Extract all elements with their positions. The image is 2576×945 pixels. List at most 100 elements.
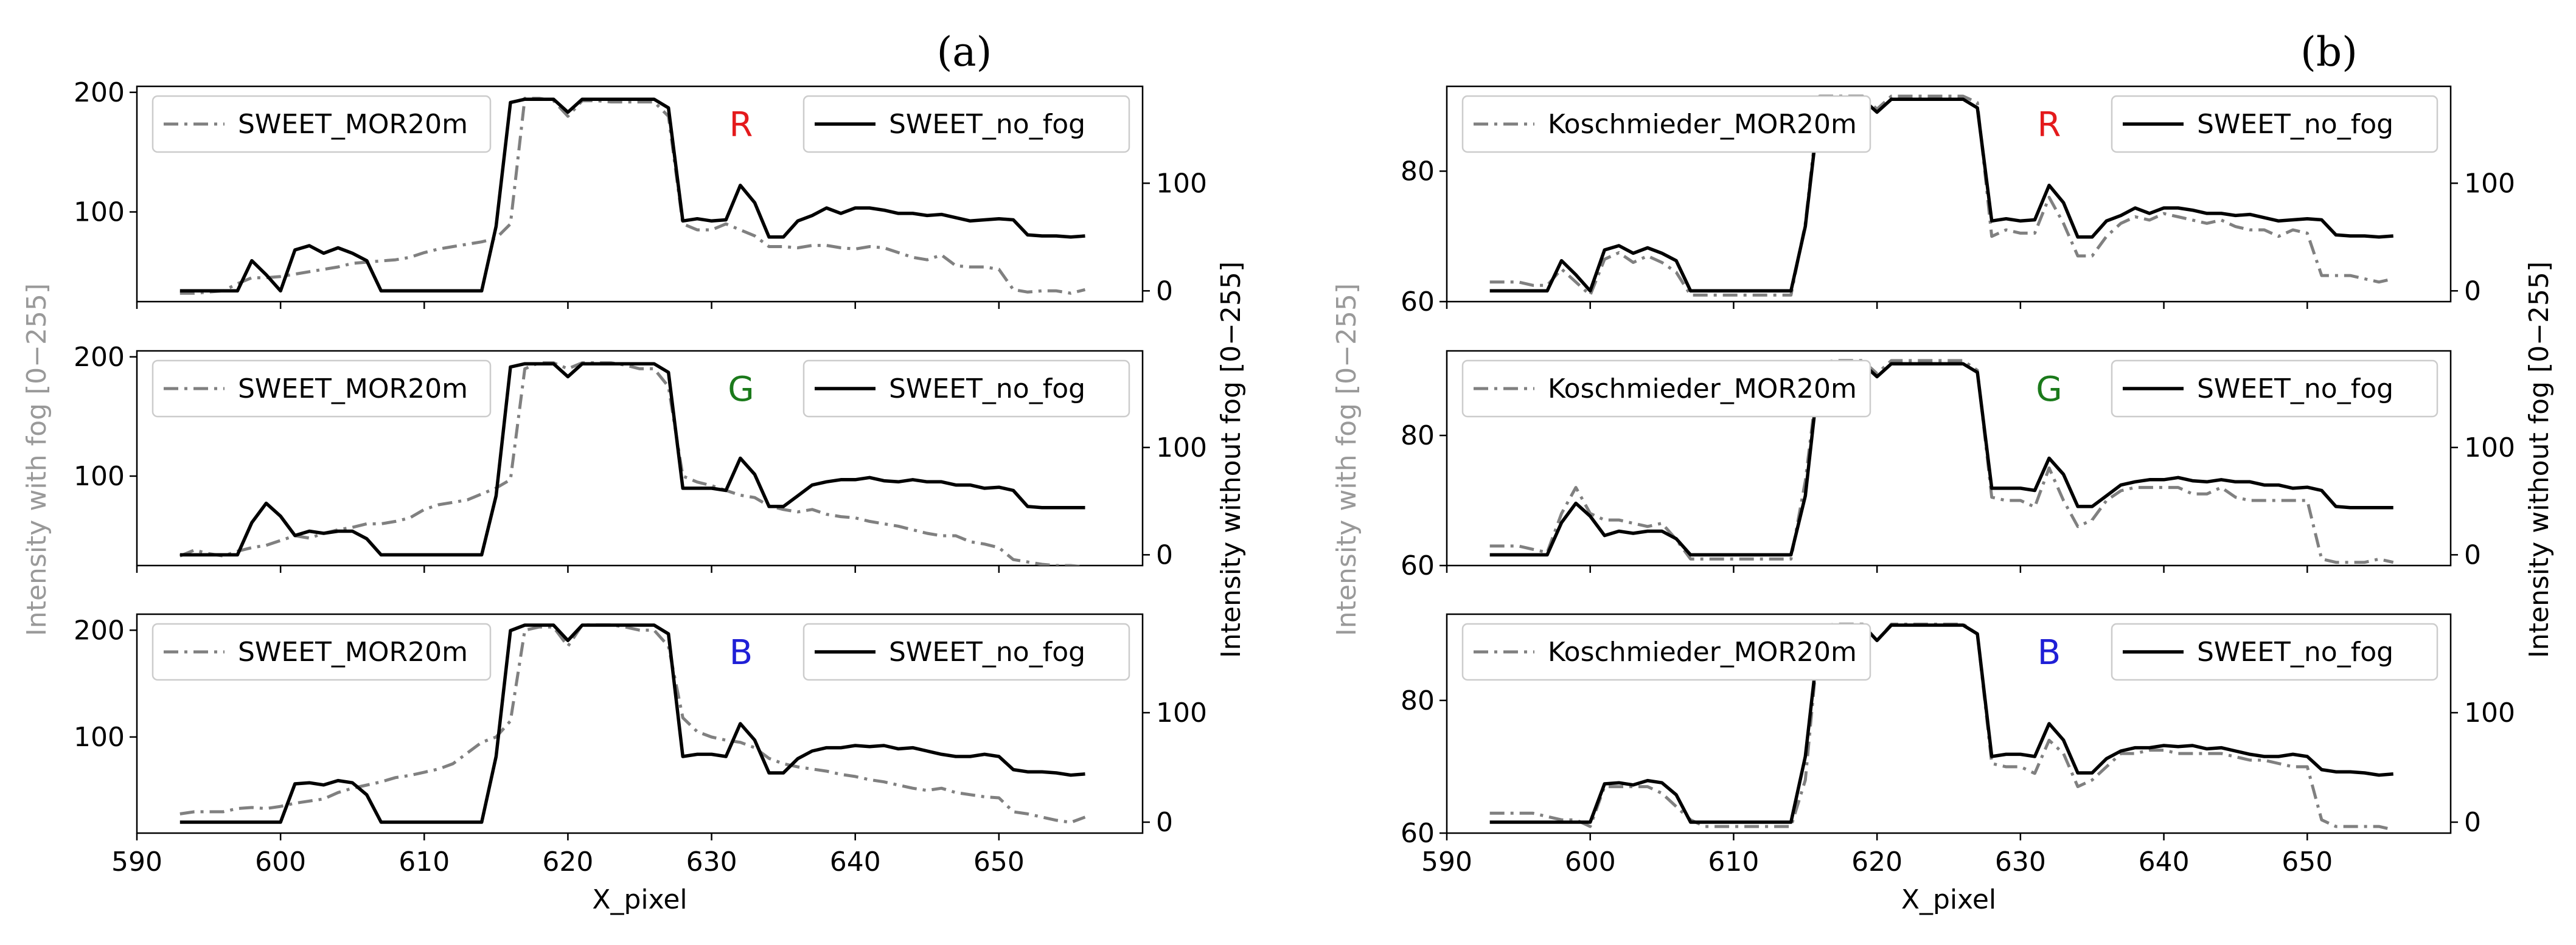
legend-right: SWEET_no_fog [2111, 623, 2438, 681]
y-left-axis-label: Intensity with fog [0−255] [21, 283, 52, 636]
x-tick-label: 590 [1421, 846, 1472, 878]
channel-label-B: B [729, 633, 753, 673]
legend-nofog-label: SWEET_no_fog [2197, 109, 2393, 140]
legend-box [2111, 95, 2438, 153]
legend-fog-label: SWEET_MOR20m [238, 109, 468, 140]
axes-frame [136, 613, 1144, 834]
legend-box [802, 623, 1130, 681]
y-right-axis-label: Intensity without fog [0−255] [2524, 261, 2555, 658]
x-tick-label: 650 [2282, 846, 2333, 878]
series-line-no-fog [179, 362, 1085, 557]
legend-left: Koschmieder_MOR20m [1461, 359, 1871, 418]
y-left-tick-label: 200 [74, 342, 125, 373]
x-tick-label: 590 [111, 846, 162, 878]
x-tick-label: 650 [973, 846, 1025, 878]
panel-a: (a) 100 200 0 100 SWEET_MOR20m SWEET_no_fog R 10… [21, 29, 1247, 915]
channel-label-B: B [2038, 633, 2061, 673]
y-left-axis-label: Intensity with fog [0−255] [1331, 283, 1362, 636]
legend-nofog-label: SWEET_no_fog [889, 109, 1085, 140]
y-left-tick-label: 80 [1401, 156, 1435, 187]
y-right-tick-label: 0 [1156, 275, 1173, 306]
legend-fog-label: SWEET_MOR20m [238, 637, 468, 668]
series-line-no-fog [1489, 97, 2393, 293]
x-tick-label: 630 [686, 846, 737, 878]
y-right-tick-label: 0 [1156, 539, 1173, 570]
y-left-tick-label: 60 [1401, 550, 1435, 581]
x-axis-label: X_pixel [592, 884, 687, 915]
y-right-tick-label: 100 [2464, 168, 2515, 199]
y-left-tick-label: 60 [1401, 286, 1435, 317]
y-right-tick-label: 0 [1156, 807, 1173, 838]
y-left-tick-label: 80 [1401, 685, 1435, 716]
legend-nofog-label: SWEET_no_fog [2197, 637, 2393, 668]
subplot-G: 100 200 0 100 SWEET_MOR20m SWEET_no_fog G [74, 342, 1207, 573]
legend-fog-label: Koschmieder_MOR20m [1548, 637, 1857, 668]
x-tick-label: 640 [2139, 846, 2190, 878]
subplot-B: 590 600 610 620 630 640 650 60 80 0 100 Koschmieder… [1401, 613, 2515, 878]
series-line-fog [1489, 94, 2394, 297]
legend-box [151, 95, 492, 153]
axes-frame [1446, 350, 2452, 567]
legend-box [2111, 623, 2438, 681]
x-tick-label: 640 [830, 846, 881, 878]
channel-label-R: R [2038, 105, 2061, 145]
x-tick-label: 610 [399, 846, 450, 878]
series-line-fog [1489, 622, 2394, 831]
x-tick-label: 620 [1851, 846, 1902, 878]
series-line-no-fog [1489, 362, 2393, 557]
panel-label: (b) [2300, 29, 2358, 75]
legend-left: Koschmieder_MOR20m [1461, 95, 1871, 153]
legend-right: SWEET_no_fog [802, 623, 1130, 681]
series-line-fog [179, 97, 1086, 295]
channel-label-G: G [2036, 370, 2062, 409]
y-right-tick-label: 100 [2464, 432, 2515, 463]
legend-nofog-label: SWEET_no_fog [889, 373, 1085, 404]
series-line-no-fog [179, 623, 1085, 824]
subplot-B: 590 600 610 620 630 640 650 100 200 0 100 SWEET_MOR… [74, 613, 1207, 878]
legend-left: SWEET_MOR20m [151, 359, 492, 418]
y-right-axis-label: Intensity without fog [0−255] [1216, 261, 1247, 658]
x-tick-label: 600 [1565, 846, 1616, 878]
legend-left: Koschmieder_MOR20m [1461, 623, 1871, 681]
y-left-tick-label: 100 [74, 197, 125, 228]
axes-frame [1446, 85, 2452, 303]
series-line-no-fog [179, 97, 1085, 293]
legend-box [802, 95, 1130, 153]
legend-right: SWEET_no_fog [802, 359, 1130, 418]
panel-label: (a) [937, 29, 992, 75]
subplot-R: 60 80 0 100 Koschmieder_MOR20m SWEET_no_fog R [1401, 85, 2515, 317]
legend-box [151, 359, 492, 418]
legend-fog-label: Koschmieder_MOR20m [1548, 109, 1857, 140]
subplot-R: 100 200 0 100 SWEET_MOR20m SWEET_no_fog R [74, 77, 1207, 309]
y-left-tick-label: 60 [1401, 818, 1435, 849]
y-left-tick-label: 100 [74, 461, 125, 492]
legend-nofog-label: SWEET_no_fog [2197, 373, 2393, 404]
channel-label-R: R [729, 105, 753, 145]
y-left-tick-label: 200 [74, 615, 125, 646]
axes-frame [136, 85, 1144, 303]
subplot-G: 60 80 0 100 Koschmieder_MOR20m SWEET_no_fog G [1401, 350, 2515, 581]
x-axis-label: X_pixel [1901, 884, 1996, 915]
legend-right: SWEET_no_fog [2111, 95, 2438, 153]
legend-box [1461, 623, 1871, 681]
series-line-fog [1489, 359, 2394, 564]
y-right-tick-label: 100 [1156, 432, 1207, 463]
series-line-no-fog [1489, 623, 2393, 824]
legend-fog-label: SWEET_MOR20m [238, 373, 468, 404]
x-tick-label: 610 [1708, 846, 1759, 878]
legend-fog-label: Koschmieder_MOR20m [1548, 373, 1857, 404]
axes-frame [1446, 613, 2452, 834]
y-right-tick-label: 0 [2464, 539, 2481, 570]
legend-box [802, 359, 1130, 418]
y-left-tick-label: 200 [74, 77, 125, 108]
panel-b: (b) 60 80 0 100 Koschmieder_MOR20m SWEET_no_fo… [1331, 29, 2555, 915]
legend-box [1461, 359, 1871, 418]
legend-left: SWEET_MOR20m [151, 95, 492, 153]
channel-label-G: G [728, 370, 754, 409]
legend-box [1461, 95, 1871, 153]
legend-right: SWEET_no_fog [802, 95, 1130, 153]
x-tick-label: 630 [1995, 846, 2046, 878]
legend-right: SWEET_no_fog [2111, 359, 2438, 418]
y-left-tick-label: 80 [1401, 420, 1435, 451]
